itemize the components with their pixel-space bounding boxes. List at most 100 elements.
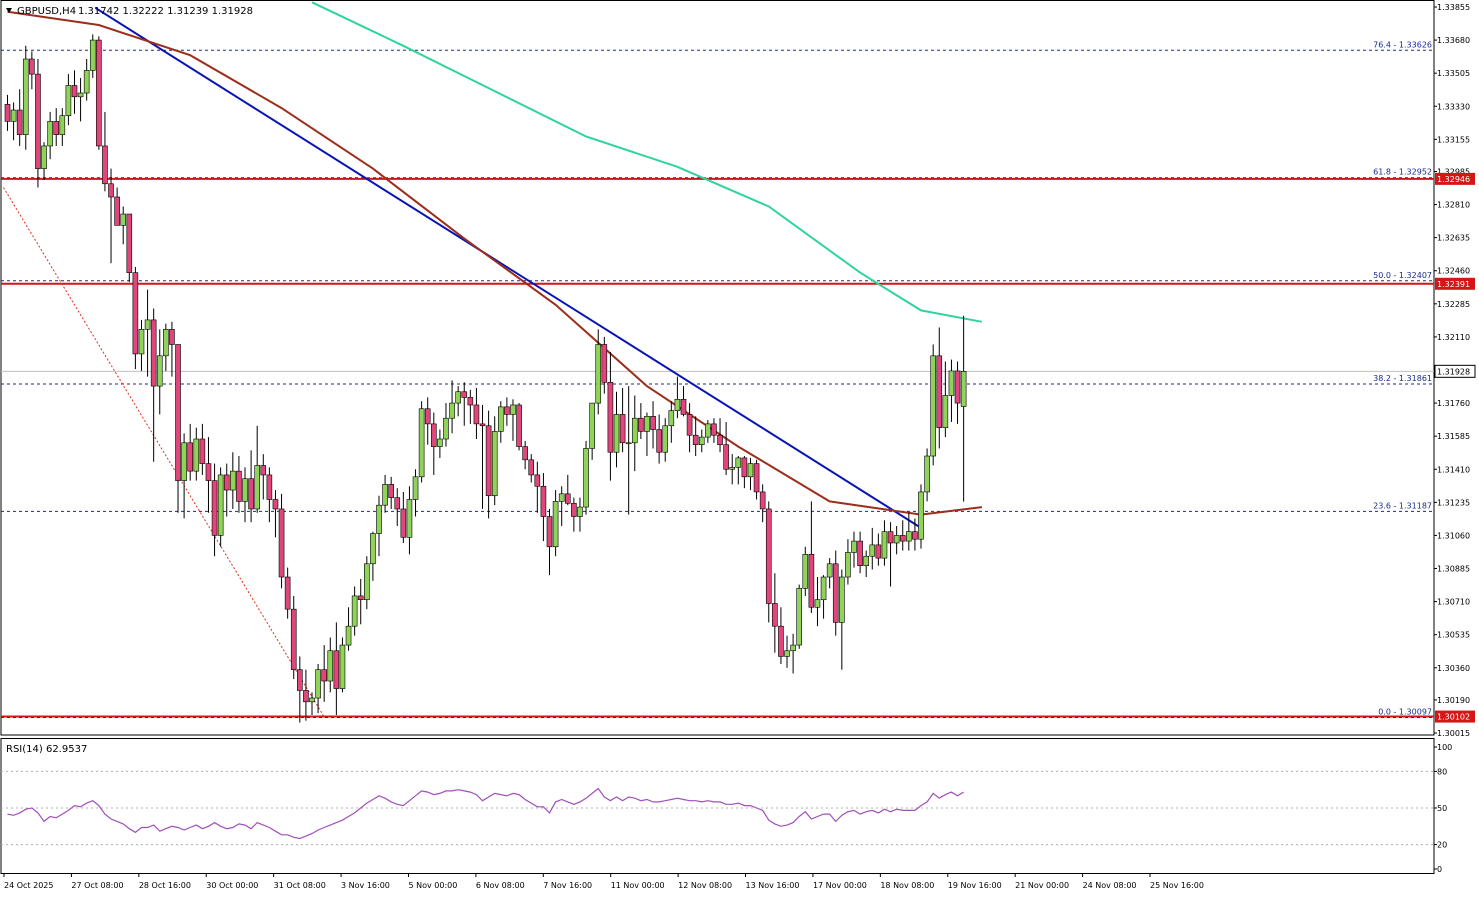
candle-bear bbox=[114, 196, 120, 226]
rsi-axis-label: 0 bbox=[1437, 865, 1442, 874]
candle-bear bbox=[205, 463, 212, 481]
candle-bear bbox=[504, 406, 510, 415]
price-axis-label: 1.30885 bbox=[1437, 565, 1470, 574]
candle-bear bbox=[765, 508, 772, 604]
candle-bull bbox=[802, 554, 809, 589]
candle-bear bbox=[778, 625, 784, 657]
candle-bear bbox=[540, 485, 547, 517]
candle-bear bbox=[954, 370, 961, 404]
candle-bull bbox=[83, 70, 90, 94]
candle-bull bbox=[449, 402, 455, 419]
time-axis-label: 28 Oct 16:00 bbox=[139, 881, 191, 890]
time-axis-label: 27 Oct 08:00 bbox=[71, 881, 123, 890]
candle-bull bbox=[674, 399, 681, 411]
candle-bear bbox=[857, 540, 863, 566]
time-axis-label: 19 Nov 16:00 bbox=[948, 881, 1002, 890]
price-axis-label: 1.31410 bbox=[1437, 465, 1470, 474]
candles-layer bbox=[4, 34, 967, 723]
level-price-tag: 1.32391 bbox=[1437, 280, 1470, 289]
candle-bull bbox=[242, 478, 248, 502]
price-axis-label: 1.32635 bbox=[1437, 234, 1470, 243]
candle-bear bbox=[485, 425, 492, 497]
price-axis-label: 1.33330 bbox=[1437, 102, 1470, 111]
candle-bull bbox=[930, 355, 936, 457]
price-axis-label: 1.31235 bbox=[1437, 498, 1470, 507]
candle-bear bbox=[717, 434, 723, 445]
candle-bear bbox=[534, 474, 541, 487]
rsi-label: RSI(14) 62.9537 bbox=[6, 744, 87, 755]
candle-bull bbox=[89, 39, 96, 71]
candle-bear bbox=[132, 272, 139, 355]
rsi-axis-label: 80 bbox=[1437, 767, 1447, 776]
fib-level-label: 0.0 - 1.30097 bbox=[1378, 707, 1432, 716]
candle-bear bbox=[832, 563, 839, 623]
candle-bear bbox=[199, 438, 206, 464]
downtrend-line bbox=[94, 7, 922, 529]
time-axis-label: 3 Nov 16:00 bbox=[341, 881, 390, 890]
candle-bear bbox=[278, 508, 285, 578]
candle-bull bbox=[668, 410, 675, 427]
candle-bear bbox=[266, 474, 273, 500]
rsi-axis-label: 50 bbox=[1437, 804, 1447, 813]
ohlc-label: 1.31742 1.32222 1.31239 1.31928 bbox=[78, 6, 253, 17]
candle-bear bbox=[571, 502, 577, 517]
candle-bull bbox=[595, 344, 602, 404]
candle-bear bbox=[601, 344, 608, 383]
price-axis-label: 1.33505 bbox=[1437, 69, 1470, 78]
current-price-tag: 1.31928 bbox=[1437, 367, 1470, 376]
price-axis-label: 1.30190 bbox=[1437, 696, 1470, 705]
candle-bull bbox=[230, 470, 236, 491]
candle-bull bbox=[796, 588, 803, 646]
fib-baseline-line bbox=[3, 187, 325, 718]
candle-bear bbox=[912, 531, 918, 540]
candle-bear bbox=[680, 399, 687, 415]
candle-bear bbox=[741, 457, 748, 478]
candle-bear bbox=[686, 414, 693, 436]
candle-bear bbox=[272, 499, 279, 510]
candle-bear bbox=[211, 480, 218, 536]
candle-bear bbox=[875, 544, 882, 559]
candle-bear bbox=[53, 121, 60, 135]
symbol-dropdown-icon[interactable] bbox=[6, 8, 12, 13]
candle-bear bbox=[96, 39, 102, 147]
candle-bull bbox=[924, 455, 930, 493]
candle-bear bbox=[692, 434, 699, 445]
price-axis-label: 1.32110 bbox=[1437, 333, 1470, 342]
candle-bull bbox=[869, 544, 876, 557]
price-axis-label: 1.30710 bbox=[1437, 598, 1470, 607]
candle-bear bbox=[71, 85, 78, 98]
candle-bull bbox=[577, 506, 583, 517]
candle-bear bbox=[297, 669, 303, 691]
candle-bear bbox=[430, 423, 437, 447]
price-axis-label: 1.31760 bbox=[1437, 399, 1470, 408]
time-axis-label: 24 Nov 08:00 bbox=[1083, 881, 1137, 890]
candle-bull bbox=[370, 533, 376, 565]
candle-bull bbox=[906, 531, 912, 542]
candle-bull bbox=[163, 329, 169, 357]
candle-bull bbox=[217, 474, 224, 536]
candle-bull bbox=[77, 92, 84, 98]
rsi-line bbox=[7, 787, 964, 840]
candle-bear bbox=[936, 355, 943, 428]
candle-bull bbox=[644, 416, 650, 432]
symbol-label: GBPUSD,H4 bbox=[17, 6, 76, 17]
candle-bull bbox=[144, 319, 151, 330]
time-axis-label: 24 Oct 2025 bbox=[4, 881, 53, 890]
candle-bear bbox=[473, 404, 480, 425]
candle-bull bbox=[826, 563, 833, 578]
time-axis-label: 11 Nov 00:00 bbox=[611, 881, 665, 890]
price-axis-label: 1.32985 bbox=[1437, 167, 1470, 176]
level-price-tag-bg bbox=[1435, 172, 1475, 185]
candle-bear bbox=[303, 690, 309, 703]
candle-bear bbox=[772, 603, 778, 627]
candle-bull bbox=[839, 576, 845, 623]
candle-bull bbox=[705, 423, 711, 438]
candle-bull bbox=[510, 404, 516, 415]
candle-bear bbox=[899, 535, 906, 542]
price-axis-label: 1.32285 bbox=[1437, 300, 1470, 309]
candle-bull bbox=[181, 442, 187, 481]
level-price-tag-bg bbox=[1435, 277, 1475, 290]
price-axis-label: 1.30535 bbox=[1437, 631, 1470, 640]
